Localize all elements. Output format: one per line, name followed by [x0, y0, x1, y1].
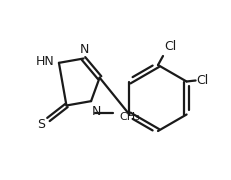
Text: N: N	[91, 105, 100, 118]
Text: N: N	[79, 43, 89, 56]
Text: S: S	[37, 118, 45, 131]
Text: CH₃: CH₃	[119, 112, 139, 122]
Text: Cl: Cl	[196, 74, 208, 87]
Text: HN: HN	[35, 55, 54, 68]
Text: Cl: Cl	[163, 40, 176, 53]
